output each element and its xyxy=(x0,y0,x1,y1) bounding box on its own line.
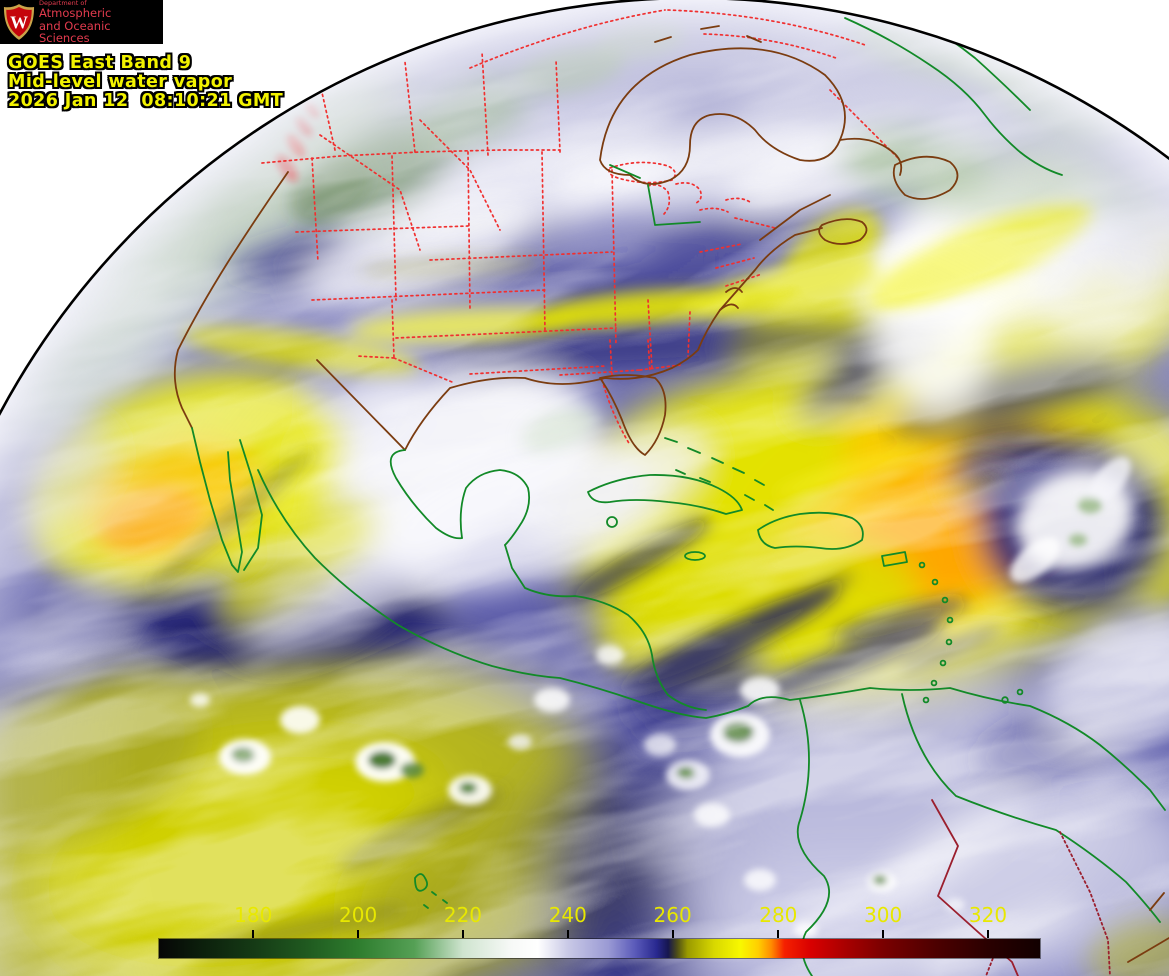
map-overlay-sa-borders xyxy=(931,799,1169,976)
map-overlay-na-coastlines xyxy=(173,25,959,456)
logo-dept-small: Department of xyxy=(39,0,87,7)
crest-letter: W xyxy=(10,13,28,33)
colorbar-tick xyxy=(987,930,990,938)
map-overlay-latam-coastlines xyxy=(191,9,1166,976)
map-overlay-state-borders xyxy=(261,9,899,446)
colorbar-tick-label: 320 xyxy=(968,903,1008,927)
colorbar-tick-label: 240 xyxy=(548,903,587,927)
colorbar-tick-label: 300 xyxy=(864,903,903,927)
logo-dept-line1: Atmospheric xyxy=(39,6,112,20)
colorbar-tick-label: 180 xyxy=(234,903,273,927)
colorbar-tick-label: 220 xyxy=(443,903,483,927)
colorbar-tick xyxy=(357,930,360,938)
colorbar-tick-label: 280 xyxy=(759,903,798,927)
colorbar-tick xyxy=(882,930,885,938)
colorbar-tick xyxy=(777,930,780,938)
aos-logo-banner: W Department of Atmospheric and Oceanic … xyxy=(0,0,163,44)
colorbar-tick xyxy=(671,930,674,938)
colorbar-tick xyxy=(461,930,464,938)
colorbar-tick-label: 200 xyxy=(339,903,378,927)
colorbar-tick-label: 260 xyxy=(653,903,692,927)
colorbar-gradient xyxy=(158,938,1041,959)
title-product-name: Mid-level water vapor xyxy=(8,72,233,92)
colorbar: 180 200 220 240 260 280 300 320 xyxy=(158,903,1041,959)
image-annotation: GOES East Band 9 Mid-level water vapor 2… xyxy=(8,54,283,111)
title-timestamp: 2026 Jan 12 08:10:21 GMT xyxy=(8,91,284,111)
uw-crest-icon: W xyxy=(3,4,35,40)
logo-text: Department of Atmospheric and Oceanic Sc… xyxy=(39,0,163,45)
colorbar-tick xyxy=(252,930,255,938)
logo-dept-line2: and Oceanic Sciences xyxy=(39,18,111,45)
colorbar-tick xyxy=(566,930,569,938)
title-satellite-band: GOES East Band 9 xyxy=(8,53,192,73)
